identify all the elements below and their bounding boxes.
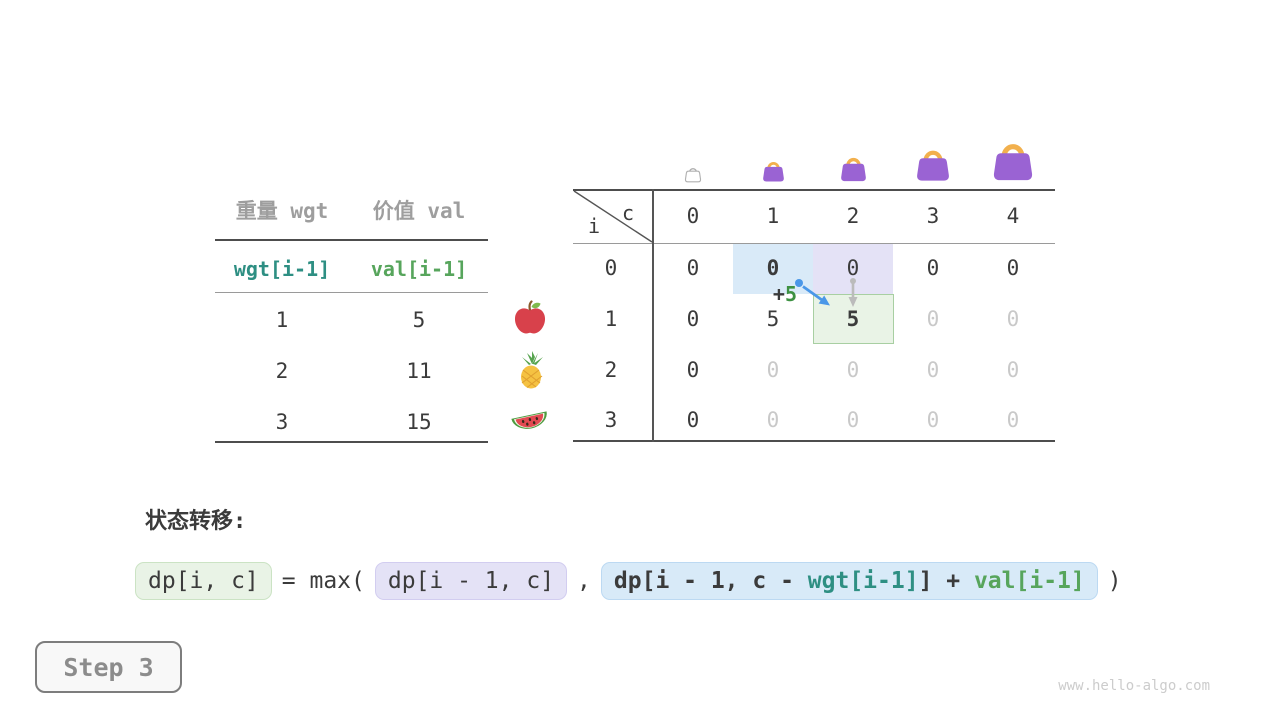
dp-table-header-rule xyxy=(573,243,1055,244)
dp-table-vertical-rule xyxy=(652,189,654,442)
dp-cell-1-2: 5 xyxy=(846,307,860,331)
dp-col-header-0: 0 xyxy=(686,204,700,228)
item-1-value: 5 xyxy=(412,308,426,332)
items-table-mid-rule xyxy=(215,292,488,293)
empty-bag-icon xyxy=(683,164,703,183)
dp-cell-0-4: 0 xyxy=(1006,256,1020,280)
transition-add-value-label: +5 xyxy=(737,280,797,308)
dp-cell-3-4: 0 xyxy=(1006,408,1020,432)
dp-cell-1-4: 0 xyxy=(1006,307,1020,331)
formula-equals-max: = max( xyxy=(281,568,365,594)
dp-cell-2-4: 0 xyxy=(1006,358,1020,382)
formula-arg2-prefix: dp[i - 1, c - xyxy=(613,568,808,594)
dp-cell-2-3: 0 xyxy=(926,358,940,382)
dp-cell-0-0: 0 xyxy=(686,256,700,280)
dp-cell-3-1: 0 xyxy=(766,408,780,432)
formula-arg1-box: dp[i - 1, c] xyxy=(374,562,568,600)
formula-close-paren: ) xyxy=(1107,568,1122,594)
dp-row-header-3: 3 xyxy=(604,408,618,432)
item-3-weight: 3 xyxy=(275,410,289,434)
item-1-weight: 1 xyxy=(275,308,289,332)
dp-row-header-1: 1 xyxy=(604,307,618,331)
dp-row-header-0: 0 xyxy=(604,256,618,280)
watermelon-icon xyxy=(509,403,551,437)
formula-arg2-mid: ] + xyxy=(918,568,974,594)
transition-formula: dp[i, c] = max( dp[i - 1, c] , dp[i - 1,… xyxy=(135,560,1122,602)
item-2-weight: 2 xyxy=(275,359,289,383)
step-badge: Step 3 xyxy=(35,641,182,693)
dp-corner-diagonal xyxy=(573,190,653,243)
transition-heading: 状态转移: xyxy=(145,509,247,534)
dp-cell-3-2: 0 xyxy=(846,408,860,432)
item-3-value: 15 xyxy=(406,410,432,434)
items-col-header-value: 价值 val xyxy=(372,199,466,223)
pineapple-icon xyxy=(514,351,550,389)
bag-small-icon xyxy=(760,157,787,183)
bag-xlarge-icon xyxy=(988,135,1038,183)
dp-table-bottom-rule xyxy=(573,440,1055,442)
items-index-wgt: wgt[i-1] xyxy=(233,257,331,281)
dp-col-header-4: 4 xyxy=(1006,204,1020,228)
dp-cell-0-1: 0 xyxy=(766,256,780,280)
bag-medium-icon xyxy=(837,152,870,183)
dp-cell-1-0: 0 xyxy=(686,307,700,331)
dp-cell-3-0: 0 xyxy=(686,408,700,432)
items-table-bottom-rule xyxy=(215,441,488,443)
dp-col-header-3: 3 xyxy=(926,204,940,228)
items-col-header-weight: 重量 wgt xyxy=(235,199,329,223)
formula-comma: , xyxy=(577,568,591,594)
dp-corner-row-label: i xyxy=(588,214,601,238)
formula-lhs-box: dp[i, c] xyxy=(135,562,272,600)
dp-cell-1-3: 0 xyxy=(926,307,940,331)
formula-arg2-val: val[i-1] xyxy=(973,568,1085,594)
items-table-top-rule xyxy=(215,239,488,241)
watermark: www.hello-algo.com xyxy=(1058,678,1210,694)
bag-large-icon xyxy=(912,143,954,183)
dp-row-header-2: 2 xyxy=(604,358,618,382)
item-2-value: 11 xyxy=(406,359,432,383)
dp-corner-col-label: c xyxy=(622,201,635,225)
dp-cell-2-2: 0 xyxy=(846,358,860,382)
dp-table-top-rule xyxy=(573,189,1055,191)
dp-cell-0-2: 0 xyxy=(846,256,860,280)
apple-icon xyxy=(513,300,547,336)
formula-arg2-box: dp[i - 1, c - wgt[i-1]] + val[i-1] xyxy=(600,562,1098,600)
dp-cell-2-0: 0 xyxy=(686,358,700,382)
plus-sign: + xyxy=(772,282,785,306)
items-index-val: val[i-1] xyxy=(370,257,468,281)
dp-cell-2-1: 0 xyxy=(766,358,780,382)
added-value: 5 xyxy=(784,282,797,306)
dp-col-header-2: 2 xyxy=(846,204,860,228)
dp-col-header-1: 1 xyxy=(766,204,780,228)
dp-cell-1-1: 5 xyxy=(766,307,780,331)
dp-cell-3-3: 0 xyxy=(926,408,940,432)
dp-cell-0-3: 0 xyxy=(926,256,940,280)
formula-arg2-wgt: wgt[i-1] xyxy=(807,568,919,594)
